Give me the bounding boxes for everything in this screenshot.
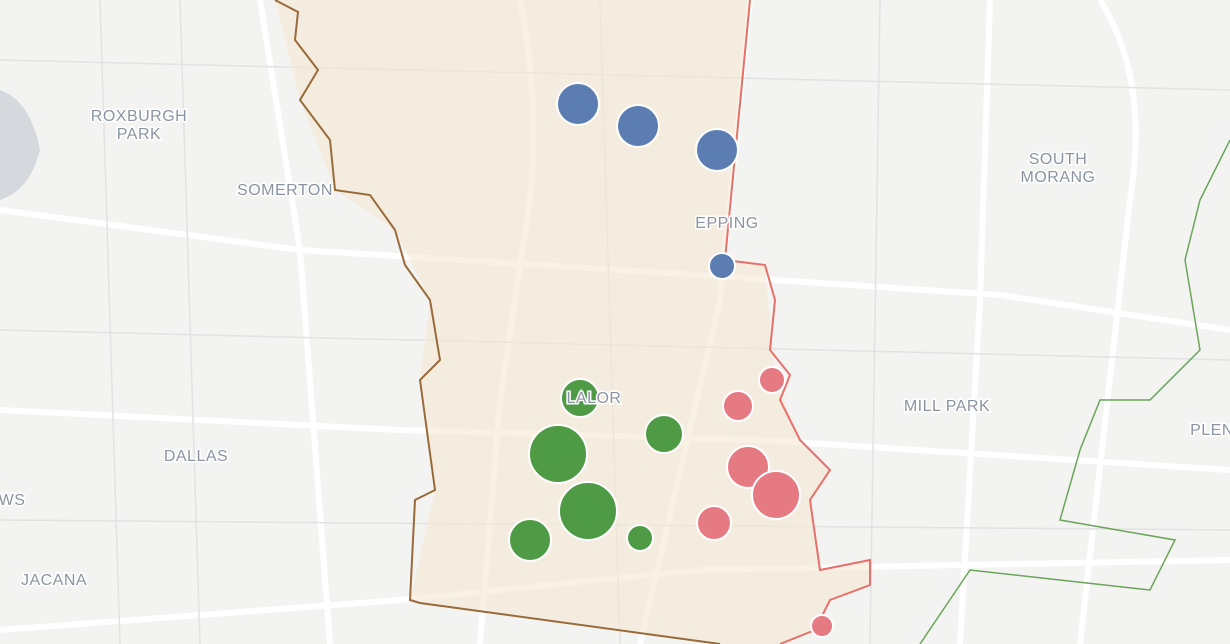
marker xyxy=(695,128,739,172)
marker xyxy=(560,378,600,418)
place-label: LALOR xyxy=(567,390,622,407)
marker xyxy=(558,481,618,541)
marker xyxy=(616,104,660,148)
markers xyxy=(508,82,834,638)
boundary xyxy=(919,139,1230,644)
place-label: JACANA xyxy=(21,572,87,589)
place-label: EPPING xyxy=(695,215,758,232)
place-label: WS xyxy=(0,492,25,509)
place-label: PARK xyxy=(117,126,161,143)
place-label: SOMERTON xyxy=(237,182,333,199)
marker xyxy=(644,414,684,454)
place-label: MILL PARK xyxy=(904,398,990,415)
marker xyxy=(708,252,736,280)
place-label: SOUTH xyxy=(1029,151,1088,168)
marker xyxy=(556,82,600,126)
place-label: PLEN xyxy=(1190,422,1230,439)
place-label: ROXBURGH xyxy=(91,108,187,125)
marker xyxy=(528,424,588,484)
boundary xyxy=(723,0,871,644)
marker xyxy=(758,366,786,394)
marker xyxy=(626,524,654,552)
water xyxy=(0,90,40,200)
marker xyxy=(751,470,801,520)
boundary xyxy=(274,0,721,644)
marker xyxy=(722,390,754,422)
marker xyxy=(810,614,834,638)
marker xyxy=(508,518,552,562)
marker xyxy=(696,505,732,541)
place-label: DALLAS xyxy=(164,448,228,465)
place-label: MORANG xyxy=(1021,169,1096,186)
